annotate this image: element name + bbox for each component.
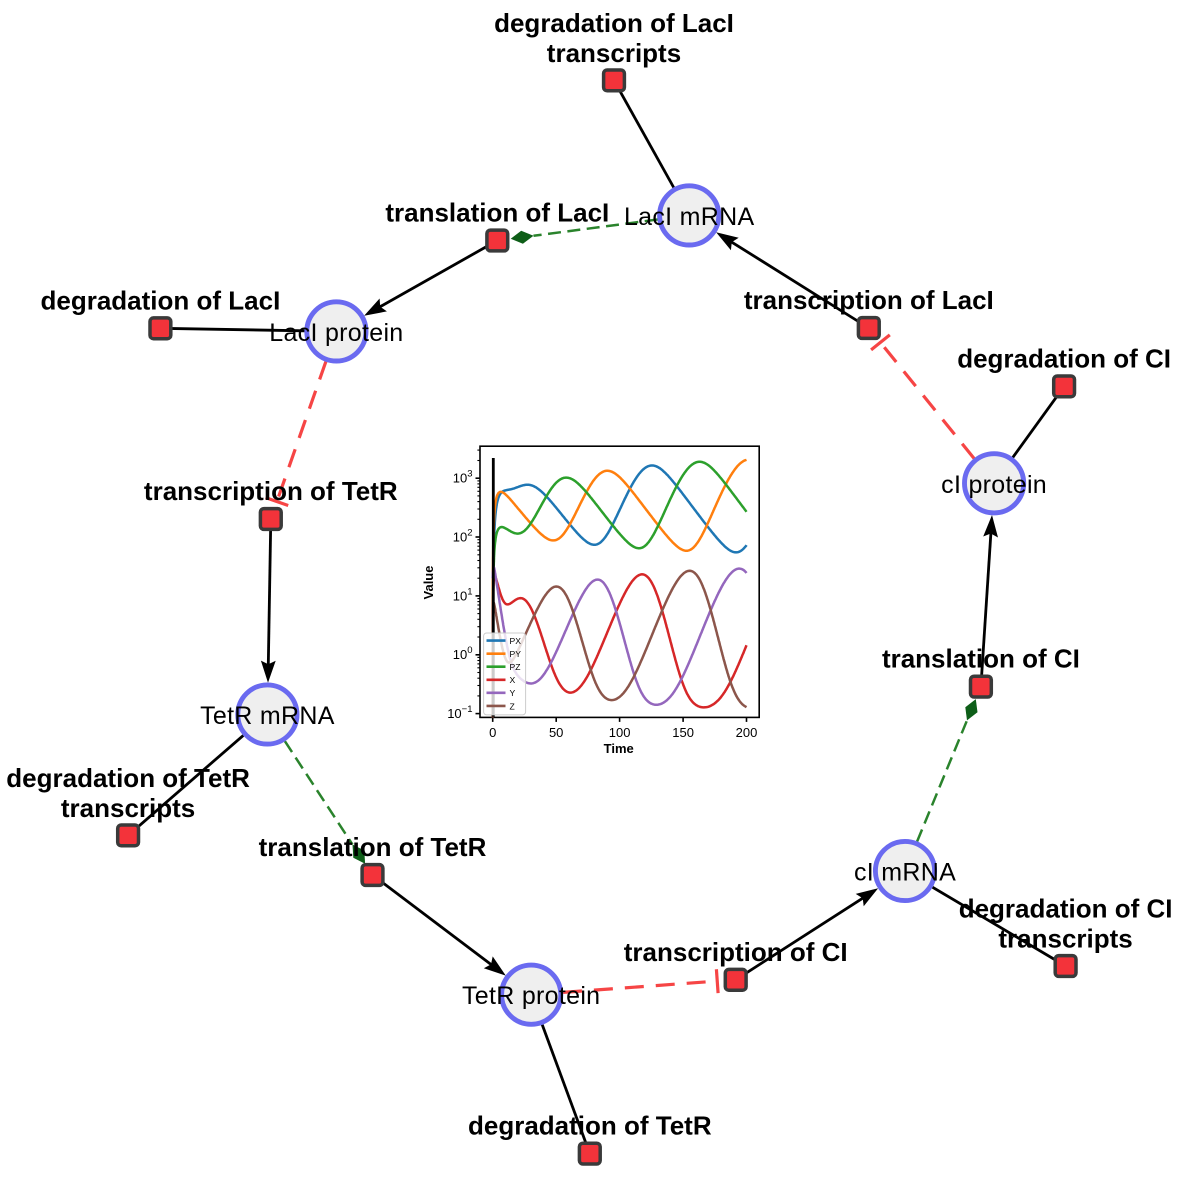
svg-text:TetR protein: TetR protein [462,982,600,1010]
svg-text:50: 50 [549,725,563,740]
svg-text:transcripts: transcripts [61,793,195,823]
svg-text:Z: Z [510,701,515,711]
svg-text:transcripts: transcripts [547,38,681,68]
svg-text:transcription of TetR: transcription of TetR [144,476,398,506]
svg-text:degradation of CI: degradation of CI [959,894,1173,924]
svg-text:degradation of LacI: degradation of LacI [494,8,734,38]
svg-text:Y: Y [510,688,516,698]
svg-text:Value: Value [421,566,436,600]
svg-text:degradation of LacI: degradation of LacI [40,285,280,315]
svg-text:PY: PY [510,649,522,659]
svg-text:X: X [510,675,516,685]
svg-text:translation of CI: translation of CI [882,644,1080,674]
svg-text:cI mRNA: cI mRNA [854,859,956,887]
svg-text:degradation of CI: degradation of CI [957,344,1171,374]
svg-text:transcription of CI: transcription of CI [624,937,848,967]
svg-text:transcripts: transcripts [998,924,1132,954]
svg-text:transcription of LacI: transcription of LacI [744,285,994,315]
svg-text:200: 200 [736,725,758,740]
svg-text:100: 100 [609,725,631,740]
svg-text:translation of LacI: translation of LacI [385,198,609,228]
svg-text:150: 150 [672,725,694,740]
svg-text:TetR mRNA: TetR mRNA [200,702,335,730]
svg-text:degradation of TetR: degradation of TetR [468,1111,712,1141]
svg-text:Time: Time [604,741,634,756]
svg-text:degradation of TetR: degradation of TetR [6,763,250,793]
svg-text:LacI mRNA: LacI mRNA [624,203,755,231]
svg-text:PX: PX [510,636,522,646]
svg-text:LacI protein: LacI protein [269,319,403,347]
svg-text:0: 0 [489,725,496,740]
svg-text:cI protein: cI protein [941,471,1047,499]
svg-text:translation of TetR: translation of TetR [259,832,487,862]
svg-text:PZ: PZ [510,662,521,672]
